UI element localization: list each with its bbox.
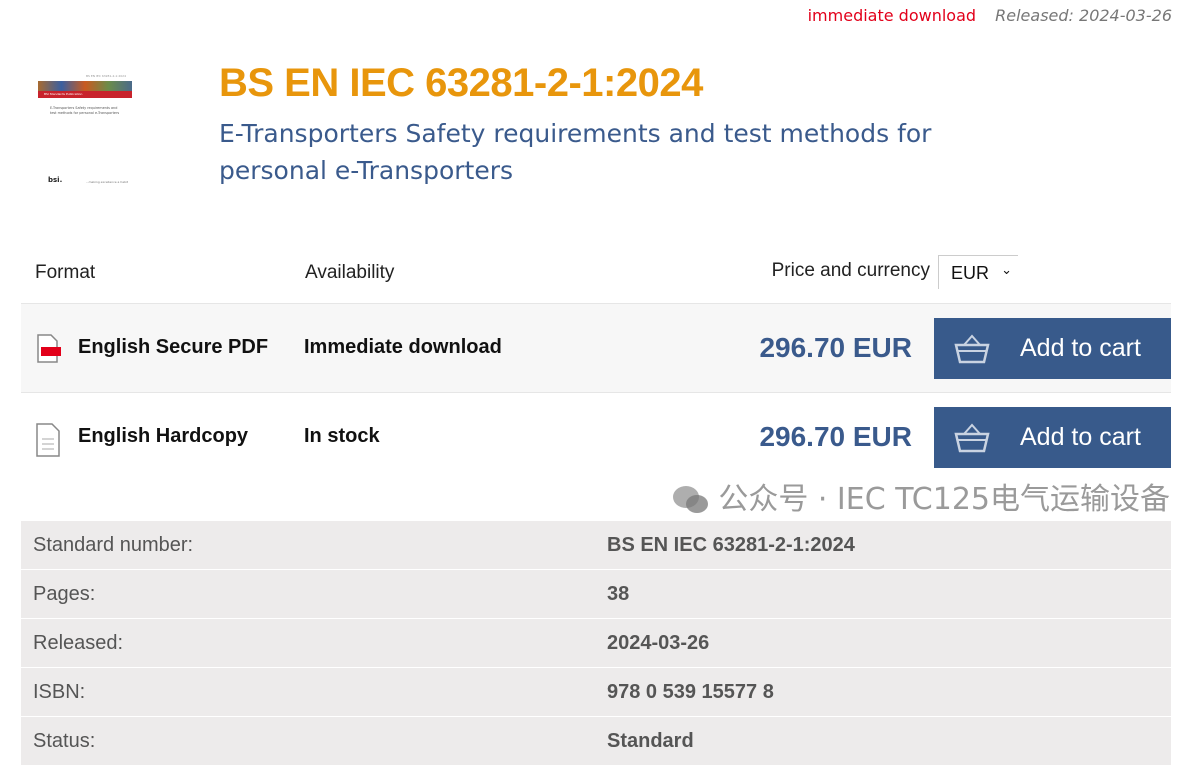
release-date: Released: 2024-03-26 bbox=[995, 6, 1172, 25]
offer-row: English Secure PDF Immediate download 29… bbox=[21, 303, 1171, 392]
detail-row: Pages: 38 bbox=[21, 570, 1171, 619]
button-label: Add to cart bbox=[1020, 334, 1141, 362]
detail-label: Pages: bbox=[33, 583, 96, 605]
wechat-icon bbox=[673, 486, 709, 513]
detail-value: 2024-03-26 bbox=[607, 632, 710, 654]
detail-row: ISBN: 978 0 539 15577 8 bbox=[21, 668, 1171, 717]
detail-value: Standard bbox=[607, 730, 694, 752]
currency-value: EUR bbox=[951, 263, 990, 283]
offer-availability: In stock bbox=[304, 425, 380, 447]
offer-format: English Secure PDF bbox=[78, 336, 269, 358]
offer-price: 296.70 EUR bbox=[759, 332, 912, 363]
cover-band: BSI Standards Publication bbox=[38, 91, 132, 98]
currency-select[interactable]: EUR ⌄ bbox=[938, 255, 1018, 289]
cover-tagline: ...making excellence a habit bbox=[85, 180, 128, 184]
watermark: 公众号 · IEC TC125电气运输设备 bbox=[672, 482, 1170, 518]
cover-thumbnail[interactable]: BS EN IEC 63281-2-1:2024 BSI Standards P… bbox=[38, 74, 132, 192]
detail-label: Released: bbox=[33, 632, 124, 654]
detail-label: Standard number: bbox=[33, 534, 194, 556]
add-to-cart-button[interactable]: Add to cart bbox=[934, 407, 1171, 468]
detail-label: Status: bbox=[33, 730, 96, 752]
cover-photo-strip bbox=[38, 81, 132, 91]
detail-value: 978 0 539 15577 8 bbox=[607, 681, 774, 703]
offer-price: 296.70 EUR bbox=[759, 421, 912, 452]
cover-title: E-Transporters Safety requirements and t… bbox=[50, 106, 120, 115]
top-bar: immediate download Released: 2024-03-26 bbox=[808, 6, 1172, 25]
cover-code: BS EN IEC 63281-2-1:2024 bbox=[86, 74, 126, 78]
page-title: BS EN IEC 63281-2-1:2024 bbox=[219, 61, 703, 105]
detail-row: Standard number: BS EN IEC 63281-2-1:2024 bbox=[21, 521, 1171, 570]
button-label: Add to cart bbox=[1020, 423, 1141, 451]
watermark-text: 公众号 · IEC TC125电气运输设备 bbox=[718, 482, 1170, 517]
detail-label: ISBN: bbox=[33, 681, 86, 703]
pdf-file-icon bbox=[35, 334, 63, 368]
offer-availability: Immediate download bbox=[304, 336, 502, 358]
header-availability: Availability bbox=[305, 262, 395, 283]
availability-note: immediate download bbox=[807, 6, 977, 25]
document-icon bbox=[35, 423, 63, 461]
page-subtitle: E-Transporters Safety requirements and t… bbox=[219, 119, 932, 185]
detail-row: Status: Standard bbox=[21, 717, 1171, 766]
chevron-down-icon: ⌄ bbox=[1001, 262, 1012, 277]
detail-row: Released: 2024-03-26 bbox=[21, 619, 1171, 668]
basket-icon bbox=[954, 333, 990, 363]
bsi-logo: bsi. bbox=[48, 176, 63, 184]
header-price: Price and currency bbox=[771, 260, 930, 281]
detail-value: BS EN IEC 63281-2-1:2024 bbox=[607, 534, 855, 556]
header-format: Format bbox=[35, 262, 96, 283]
details-table: Standard number: BS EN IEC 63281-2-1:2024… bbox=[21, 521, 1171, 766]
detail-value: 38 bbox=[607, 583, 630, 605]
add-to-cart-button[interactable]: Add to cart bbox=[934, 318, 1171, 379]
offer-row: English Hardcopy In stock 296.70 EUR Add… bbox=[21, 392, 1171, 481]
basket-icon bbox=[954, 422, 990, 452]
offer-format: English Hardcopy bbox=[78, 425, 249, 447]
